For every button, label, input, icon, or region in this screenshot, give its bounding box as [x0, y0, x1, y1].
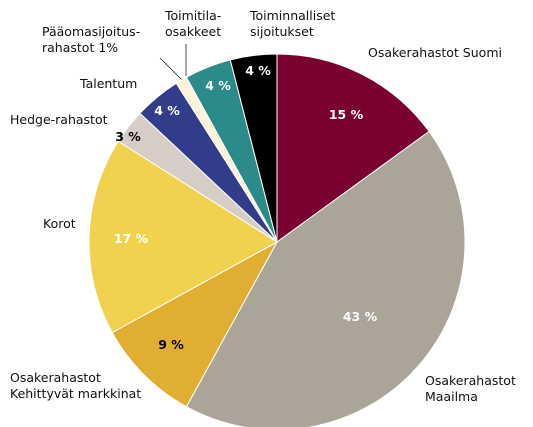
category-label: Osakerahastot Kehittyvät markkinat	[10, 370, 141, 401]
value-label: 3 %	[115, 129, 141, 144]
category-label: Pääomasijoitus-rahastot 1%	[42, 24, 140, 55]
value-label: 4 %	[205, 78, 231, 93]
category-label-line: rahastot 1%	[42, 40, 118, 55]
category-label-line: sijoitukset	[250, 24, 314, 39]
slices	[88, 53, 466, 427]
pie-slice	[88, 140, 278, 334]
category-label-line: Talentum	[79, 76, 137, 91]
pie-slice	[229, 53, 278, 243]
category-label: Osakerahastot Suomi	[368, 45, 502, 60]
category-label-line: Kehittyvät markkinat	[10, 386, 141, 401]
category-label-line: Korot	[43, 216, 76, 231]
value-label: 15 %	[329, 107, 364, 122]
category-label-line: Pääomasijoitus-	[42, 24, 140, 39]
category-label: Toimitila-osakkeet	[164, 8, 221, 39]
category-label-line: Osakerahastot Suomi	[368, 45, 502, 60]
category-label-line: Osakerahastot	[425, 373, 516, 388]
category-label: Osakerahastot Maailma	[425, 373, 516, 404]
category-label: Korot	[43, 216, 76, 231]
pie-slice	[185, 130, 466, 427]
value-label: 4 %	[154, 103, 180, 118]
pie-slice	[111, 240, 279, 408]
value-label: 43 %	[343, 309, 378, 324]
pie-slice	[276, 53, 430, 243]
category-label-line: Hedge-rahastot	[10, 112, 108, 127]
category-label-line: Toiminnalliset	[249, 8, 335, 23]
category-label-line: Toimitila-	[164, 8, 221, 23]
category-label: Toiminnalliset sijoitukset	[249, 8, 335, 39]
category-label: Hedge-rahastot	[10, 112, 108, 127]
category-label-line: Maailma	[425, 389, 478, 404]
category-label-line: Osakerahastot	[10, 370, 101, 385]
category-label: Talentum	[79, 76, 137, 91]
value-label: 4 %	[245, 63, 271, 78]
value-label: 9 %	[158, 337, 184, 352]
category-label-line: osakkeet	[165, 24, 221, 39]
leader-line	[159, 57, 183, 81]
value-label: 17 %	[114, 231, 149, 246]
